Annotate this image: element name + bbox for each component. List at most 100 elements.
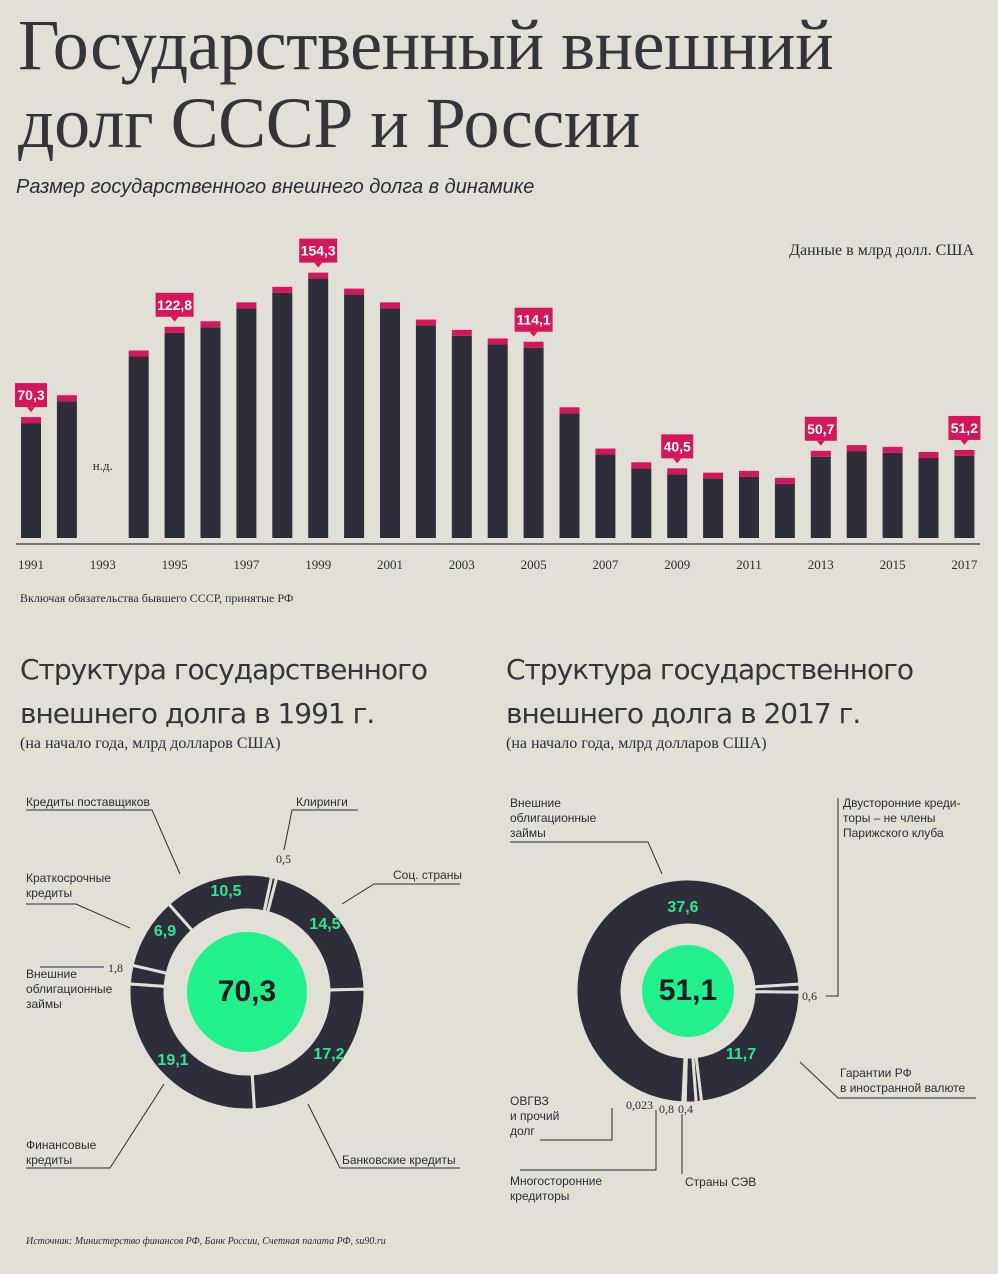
x-tick-2017: 2017 xyxy=(951,557,978,572)
slice-4 xyxy=(127,963,169,988)
pie1-label-soc: Соц. страны xyxy=(393,868,462,882)
bar-2003 xyxy=(451,335,472,538)
x-tick-2011: 2011 xyxy=(736,557,762,572)
bar-2009 xyxy=(667,474,688,538)
value-flag-pointer-1995 xyxy=(170,316,179,322)
bar-2001 xyxy=(380,308,400,538)
value-flag-2013: 50,7 xyxy=(804,416,837,446)
leader-bilateral xyxy=(826,798,839,997)
slice-2 xyxy=(691,1054,704,1105)
value-flag-2009: 40,5 xyxy=(661,434,694,464)
value-flag-box-2017 xyxy=(948,415,981,440)
bar-cap-2005 xyxy=(523,341,544,348)
bar-1997 xyxy=(236,308,257,538)
bar-cap-1992 xyxy=(56,395,77,402)
pie1-seg-soc: 14,5 xyxy=(309,916,341,933)
bar-1998 xyxy=(272,292,293,538)
bar-2017 xyxy=(954,455,975,538)
value-flag-2005: 114,1 xyxy=(514,307,553,337)
bar-cap-2009 xyxy=(667,468,688,475)
bar-2014 xyxy=(846,451,867,538)
pie2-title-line-2: внешнего долга в 2017 г. xyxy=(506,697,861,730)
value-label-1991: 70,3 xyxy=(17,387,44,403)
x-tick-2015: 2015 xyxy=(880,557,906,572)
slice-3 xyxy=(683,1055,698,1105)
bar-cap-2007 xyxy=(595,448,616,455)
units-label: Данные в млрд долл. США xyxy=(789,242,974,259)
value-label-1999: 154,3 xyxy=(301,243,336,259)
pie1-total: 70,3 xyxy=(217,975,277,1008)
title-line-2: долг СССР и России xyxy=(18,83,640,163)
missing-data-label: н.д. xyxy=(93,458,113,473)
pie2-label-sev: Страны СЭВ xyxy=(685,1175,757,1189)
pie2-label-bilateral: Двусторонние креди- торы – не члены Пари… xyxy=(843,796,961,840)
value-flag-pointer-2013 xyxy=(816,440,825,446)
bar-cap-2017 xyxy=(954,449,975,456)
bar-2002 xyxy=(415,325,436,538)
pie1-label-clearing: Клиринги xyxy=(296,795,348,809)
pie1-seg-financial: 19,1 xyxy=(157,1052,189,1069)
leader-bonds-2017 xyxy=(510,841,663,875)
bar-cap-1995 xyxy=(164,326,185,333)
value-flag-pointer-2017 xyxy=(960,439,969,445)
leader-short-term xyxy=(26,903,131,929)
value-label-2013: 50,7 xyxy=(807,421,834,437)
bar-1995 xyxy=(164,332,185,538)
debt-bar-chart: 70,3 н.д. 122,8 154,3 114,1 40,5 50,7 51,2 1991 1… xyxy=(15,238,981,572)
x-tick-2003: 2003 xyxy=(449,557,475,572)
bar-2015 xyxy=(882,452,903,538)
value-flag-pointer-1999 xyxy=(314,262,323,268)
bar-cap-2001 xyxy=(380,302,400,309)
bar-2016 xyxy=(918,458,939,538)
pie2-value-sev: 0,4 xyxy=(678,1102,693,1116)
bar-cap-2010 xyxy=(703,472,724,479)
title-line-1: Государственный внешний xyxy=(18,5,834,85)
bar-1991 xyxy=(21,423,41,538)
pie1-title-line-2: внешнего долга в 1991 г. xyxy=(20,697,375,730)
value-flag-1995: 122,8 xyxy=(155,292,194,322)
pie1-title-line-1: Структура государственного xyxy=(20,653,428,686)
bar-cap-2003 xyxy=(451,329,472,336)
bar-2007 xyxy=(595,454,616,538)
bar-2011 xyxy=(739,476,759,538)
bar-cap-1991 xyxy=(21,417,41,424)
value-flag-box-2005 xyxy=(514,307,553,332)
bar-cap-2014 xyxy=(846,445,867,452)
bar-1999 xyxy=(308,278,329,538)
value-flag-box-2013 xyxy=(804,416,837,441)
pie1-label-bonds: Внешние облигационные займы xyxy=(26,967,113,1011)
pie1-value-clearing: 0,5 xyxy=(276,852,291,866)
pie2-title: Структура государственного внешнего долг… xyxy=(506,648,914,736)
value-label-1995: 122,8 xyxy=(157,297,192,313)
pie2-label-bonds: Внешние облигационные займы xyxy=(510,796,597,840)
pie2-seg-bonds: 37,6 xyxy=(667,899,699,916)
bar-cap-2008 xyxy=(631,462,652,469)
value-flag-box-1999 xyxy=(299,238,338,263)
value-label-2005: 114,1 xyxy=(516,312,550,328)
pie1-label-short-term: Краткосрочные кредиты xyxy=(26,871,111,900)
bar-cap-2016 xyxy=(918,452,939,458)
pie1-title: Структура государственного внешнего долг… xyxy=(20,648,428,736)
pie1-subtitle: (на начало года, млрд долларов США) xyxy=(20,735,281,752)
x-tick-2009: 2009 xyxy=(664,557,690,572)
bar-cap-1996 xyxy=(200,321,221,328)
pie1-label-bank: Банковские кредиты xyxy=(342,1153,456,1167)
bar-cap-2004 xyxy=(487,338,508,345)
bar-cap-2015 xyxy=(882,446,903,453)
bar-cap-1997 xyxy=(236,302,257,309)
bar-1992 xyxy=(56,401,77,538)
x-tick-2013: 2013 xyxy=(808,557,834,572)
value-flag-1991: 70,3 xyxy=(15,383,47,413)
value-flag-1999: 154,3 xyxy=(299,238,338,268)
bar-2012 xyxy=(774,483,795,538)
x-tick-2001: 2001 xyxy=(377,557,403,572)
bar-cap-2002 xyxy=(415,319,436,326)
value-flag-box-1995 xyxy=(155,292,194,317)
value-flag-pointer-2009 xyxy=(673,458,682,464)
bar-1996 xyxy=(200,327,221,538)
bar-2013 xyxy=(810,456,831,538)
bar-2010 xyxy=(703,478,724,538)
bar-cap-2011 xyxy=(739,470,759,477)
bar-cap-2013 xyxy=(810,450,831,457)
pie2-seg-guarantees: 11,7 xyxy=(725,1046,757,1063)
